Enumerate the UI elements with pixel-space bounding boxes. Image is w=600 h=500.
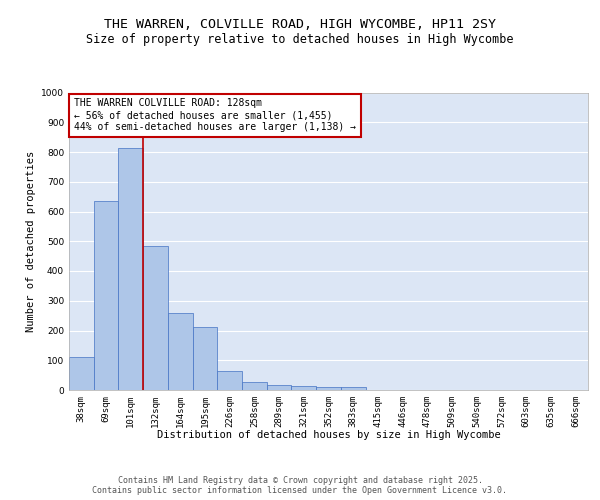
Y-axis label: Number of detached properties: Number of detached properties: [26, 150, 35, 332]
Text: Contains HM Land Registry data © Crown copyright and database right 2025.
Contai: Contains HM Land Registry data © Crown c…: [92, 476, 508, 495]
Text: THE WARREN, COLVILLE ROAD, HIGH WYCOMBE, HP11 2SY: THE WARREN, COLVILLE ROAD, HIGH WYCOMBE,…: [104, 18, 496, 30]
Bar: [217, 370, 242, 390]
Bar: [118, 148, 143, 390]
Bar: [242, 382, 267, 390]
Bar: [193, 327, 217, 390]
Text: THE WARREN COLVILLE ROAD: 128sqm
← 56% of detached houses are smaller (1,455)
44: THE WARREN COLVILLE ROAD: 128sqm ← 56% o…: [74, 98, 356, 132]
Bar: [292, 386, 316, 390]
Bar: [168, 313, 193, 390]
Text: Size of property relative to detached houses in High Wycombe: Size of property relative to detached ho…: [86, 32, 514, 46]
Bar: [69, 358, 94, 390]
Bar: [94, 201, 118, 390]
Bar: [267, 384, 292, 390]
Bar: [316, 387, 341, 390]
X-axis label: Distribution of detached houses by size in High Wycombe: Distribution of detached houses by size …: [157, 430, 500, 440]
Bar: [143, 246, 168, 390]
Bar: [341, 387, 365, 390]
